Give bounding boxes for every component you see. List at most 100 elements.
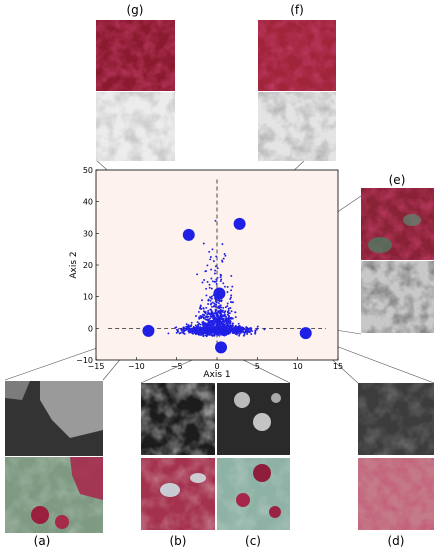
scatter-point (228, 329, 230, 332)
scatter-point (214, 312, 217, 315)
scatter-point (214, 328, 217, 331)
scatter-point (222, 319, 225, 322)
scatter-point (213, 332, 216, 335)
scatter-point (199, 333, 202, 336)
scatter-point (208, 312, 211, 315)
scatter-point (188, 331, 191, 334)
scatter-point (205, 294, 208, 297)
scatter-point (246, 329, 249, 332)
scatter-point (210, 268, 213, 271)
scatter-point (208, 250, 211, 253)
scatter-point (235, 328, 238, 331)
scatter-point (227, 315, 230, 318)
scatter-point (215, 303, 218, 306)
scatter-point (219, 313, 222, 316)
scatter-point (263, 328, 266, 331)
scatter-point (219, 304, 222, 307)
scatter-point (230, 301, 233, 304)
scatter-point (182, 326, 185, 329)
scatter-point (201, 313, 204, 316)
y-tick-label: 30 (83, 229, 93, 238)
panel-label-b: (b) (170, 534, 187, 548)
scatter-point (216, 318, 219, 321)
scatter-point (175, 331, 178, 334)
scatter-point (211, 311, 214, 314)
scatter-point (229, 317, 232, 319)
scatter-point (199, 326, 202, 329)
highlight-points (142, 217, 312, 354)
panel-label-d: (d) (388, 534, 405, 548)
scatter-point (202, 320, 205, 323)
panel-label-f: (f) (290, 3, 304, 17)
scatter-point (209, 296, 211, 299)
scatter-point (218, 310, 221, 312)
scatter-point (213, 323, 216, 325)
scatter-point (215, 280, 217, 283)
scatter-point (250, 333, 253, 336)
y-tick-label: −10 (76, 356, 93, 365)
scatter-point (221, 243, 224, 246)
scatter-point (234, 330, 237, 333)
scatter-point (218, 316, 221, 319)
scatter-point (196, 326, 199, 329)
panel-c (217, 383, 290, 530)
panel-g (96, 20, 175, 161)
panel-label-a: (a) (34, 534, 51, 548)
scatter-point (220, 333, 223, 336)
scatter-point (225, 322, 228, 325)
scatter-point (219, 321, 222, 324)
x-tick-label: −10 (128, 362, 145, 371)
scatter-point (234, 326, 237, 329)
scatter-point (212, 318, 215, 321)
scatter-point (206, 318, 208, 321)
scatter-point (209, 258, 212, 261)
scatter-point (218, 327, 221, 330)
scatter-point (249, 330, 252, 333)
x-tick-label: 0 (214, 362, 219, 371)
scatter-point (226, 291, 229, 293)
scatter-point (201, 281, 204, 284)
highlight-point-b (215, 341, 228, 354)
scatter-point (196, 332, 199, 335)
scatter-point (188, 329, 190, 332)
scatter-point (216, 312, 219, 315)
scatter-point (233, 327, 236, 330)
scatter-point (204, 312, 207, 315)
scatter-point (207, 327, 210, 330)
scatter-point (220, 278, 223, 281)
scatter-point (211, 248, 214, 251)
scatter-point (251, 330, 253, 332)
scatter-point (230, 310, 233, 313)
scatter-point (204, 316, 207, 319)
scatter-point (200, 333, 203, 336)
scatter-point (185, 323, 188, 326)
scatter-point (216, 314, 219, 317)
scatter-point (218, 307, 221, 310)
scatter-point (223, 325, 226, 327)
scatter-point (210, 333, 213, 335)
scatter-point (183, 330, 185, 333)
scatter-point (213, 325, 216, 328)
scatter-point (256, 325, 259, 328)
scatter-point (229, 298, 232, 300)
highlight-point-e (213, 287, 226, 300)
scatter-point (210, 326, 213, 329)
scatter-point (245, 331, 248, 334)
y-tick-label: 10 (83, 293, 93, 302)
scatter-point (237, 322, 240, 325)
scatter-point (211, 301, 214, 304)
scatter-point (228, 331, 231, 334)
scatter-point (183, 332, 186, 335)
panel-c-gray-image (217, 383, 290, 455)
x-axis-label: Axis 1 (203, 370, 230, 380)
scatter-point (205, 335, 208, 338)
scatter-point (184, 329, 187, 332)
scatter-point (234, 324, 237, 327)
scatter-point (216, 276, 219, 279)
scatter-point (226, 313, 229, 316)
scatter-point (224, 254, 227, 257)
scatter-point (204, 329, 207, 332)
scatter-point (204, 318, 207, 321)
scatter-point (199, 323, 202, 326)
scatter-point (185, 325, 188, 328)
